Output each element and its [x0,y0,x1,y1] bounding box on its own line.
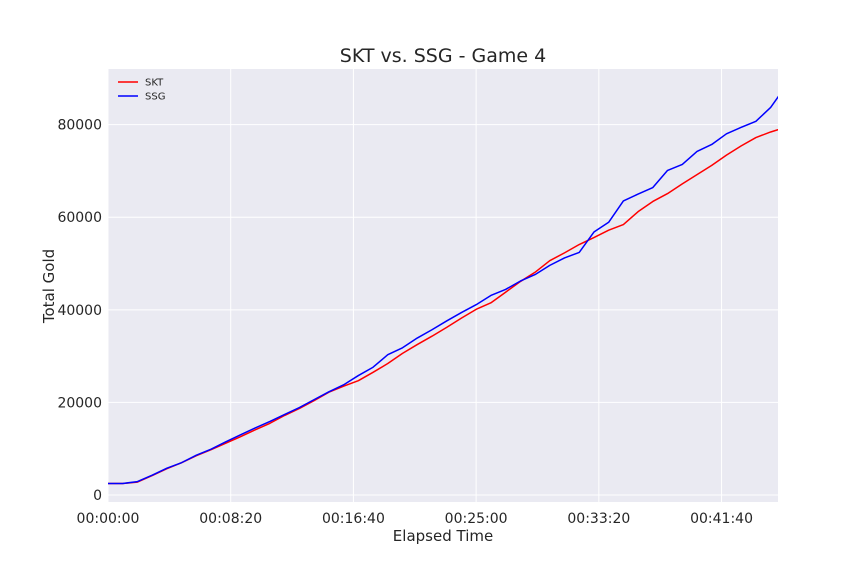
y-tick-labels: 0 20000 40000 60000 80000 [57,118,102,504]
x-tick-label: 00:25:00 [445,511,508,527]
x-axis-title: Elapsed Time [393,527,493,545]
x-tick-label: 00:00:00 [77,511,140,527]
x-tick-label: 00:08:20 [199,511,262,527]
series-line-skt [108,128,778,485]
y-tick-label: 80000 [57,118,102,134]
legend: SKT SSG [118,78,165,103]
grid [107,69,778,502]
x-tick-label: 00:16:40 [322,511,385,527]
series-lines [108,95,778,485]
y-tick-label: 20000 [57,395,102,411]
x-tick-label: 00:41:40 [690,511,753,527]
legend-label-ssg: SSG [145,92,165,103]
x-tick-labels: 00:00:00 00:08:20 00:16:40 00:25:00 00:33:20… [77,511,753,527]
chart-title: SKT vs. SSG - Game 4 [340,45,546,67]
y-tick-label: 0 [93,488,102,504]
x-tick-label: 00:33:20 [567,511,630,527]
plot-background [108,69,778,502]
series-line-ssg [108,95,778,485]
y-tick-label: 60000 [57,210,102,226]
y-axis-title: Total Gold [40,249,58,324]
legend-label-skt: SKT [145,78,164,89]
y-tick-label: 40000 [57,303,102,319]
